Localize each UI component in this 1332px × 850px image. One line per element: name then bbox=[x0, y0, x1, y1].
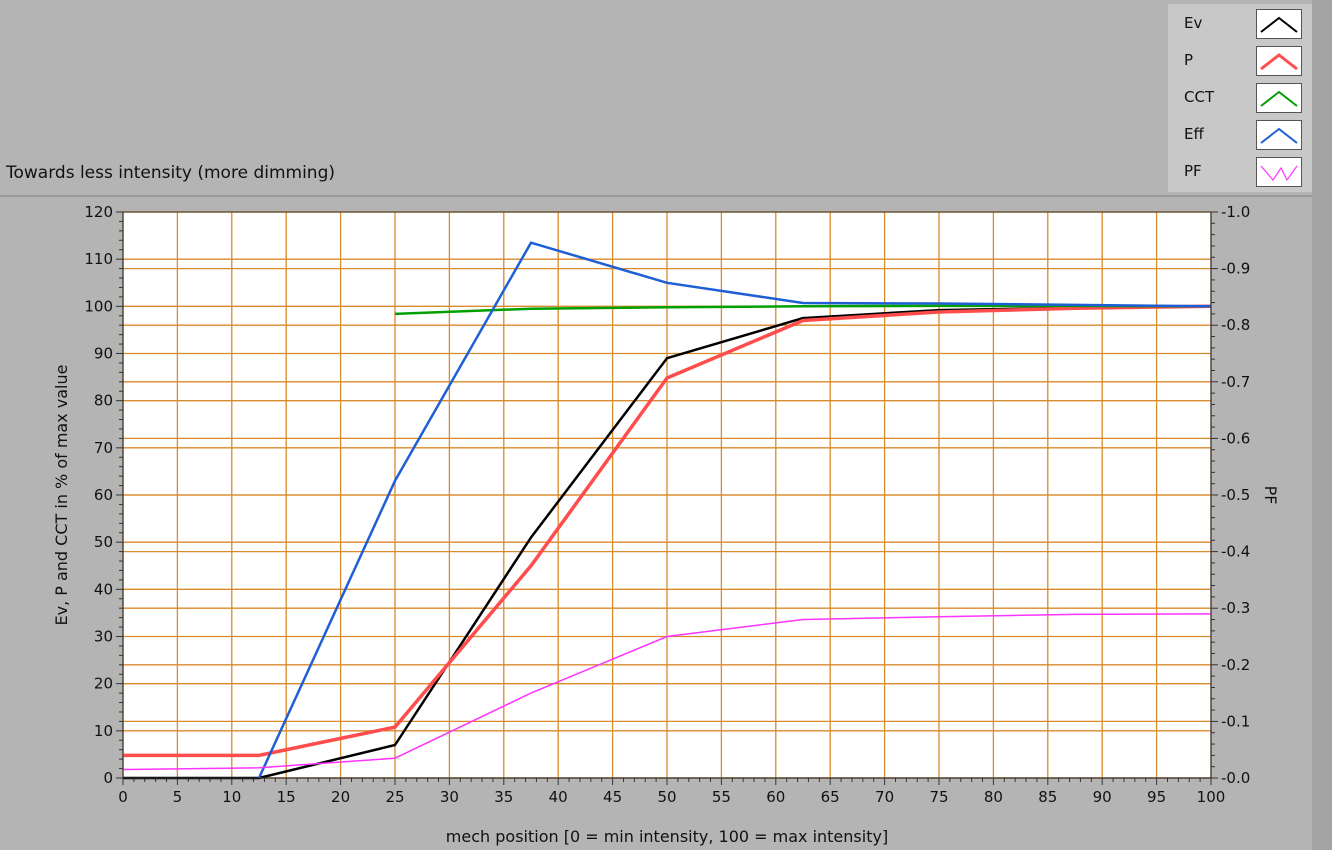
x-tick-label: 100 bbox=[1197, 788, 1226, 806]
y2-tick-label: -0.0 bbox=[1221, 769, 1250, 787]
y-tick-label: 20 bbox=[94, 675, 113, 693]
x-tick-label: 65 bbox=[821, 788, 840, 806]
y-tick-label: 110 bbox=[84, 250, 113, 268]
x-tick-label: 45 bbox=[603, 788, 622, 806]
x-tick-label: 20 bbox=[331, 788, 350, 806]
y-tick-label: 90 bbox=[94, 345, 113, 363]
y-tick-label: 50 bbox=[94, 533, 113, 551]
y2-tick-label: -0.4 bbox=[1221, 543, 1250, 561]
legend-item-eff[interactable]: Eff bbox=[1168, 117, 1312, 153]
y-tick-label: 120 bbox=[84, 203, 113, 221]
peak-line-icon bbox=[1256, 46, 1302, 76]
x-tick-label: 40 bbox=[549, 788, 568, 806]
x-tick-label: 30 bbox=[440, 788, 459, 806]
chart-caption: Towards less intensity (more dimming) bbox=[6, 163, 335, 183]
x-axis-title: mech position [0 = min intensity, 100 = … bbox=[446, 827, 888, 846]
x-tick-label: 25 bbox=[385, 788, 404, 806]
legend-label-ev: Ev bbox=[1184, 14, 1203, 32]
x-tick-label: 50 bbox=[657, 788, 676, 806]
x-tick-label: 15 bbox=[277, 788, 296, 806]
peak-line-icon bbox=[1256, 83, 1302, 113]
x-tick-label: 0 bbox=[118, 788, 128, 806]
legend-item-cct[interactable]: CCT bbox=[1168, 80, 1312, 116]
legend-label-pf: PF bbox=[1184, 162, 1202, 180]
x-tick-label: 60 bbox=[766, 788, 785, 806]
series-line-eff bbox=[257, 241, 1212, 779]
peak-line-icon bbox=[1256, 9, 1302, 39]
y-tick-label: 40 bbox=[94, 580, 113, 598]
plot-legend[interactable]: Ev P CCT Eff PF bbox=[1168, 4, 1312, 192]
y-tick-label: 10 bbox=[94, 722, 113, 740]
y2-tick-label: -0.6 bbox=[1221, 429, 1250, 447]
series-line-p bbox=[123, 304, 1212, 758]
y2-tick-label: -0.3 bbox=[1221, 599, 1250, 617]
y2-tick-label: -0.1 bbox=[1221, 712, 1250, 730]
legend-item-pf[interactable]: PF bbox=[1168, 154, 1312, 190]
x-tick-label: 70 bbox=[875, 788, 894, 806]
legend-item-ev[interactable]: Ev bbox=[1168, 6, 1312, 42]
y2-tick-label: -0.9 bbox=[1221, 260, 1250, 278]
x-tick-label: 85 bbox=[1038, 788, 1057, 806]
y2-tick-label: -0.5 bbox=[1221, 486, 1250, 504]
y-axis-title: Ev, P and CCT in % of max value bbox=[52, 365, 71, 626]
x-tick-label: 10 bbox=[222, 788, 241, 806]
legend-item-p[interactable]: P bbox=[1168, 43, 1312, 79]
x-tick-label: 55 bbox=[712, 788, 731, 806]
y-tick-label: 30 bbox=[94, 628, 113, 646]
x-tick-label: 5 bbox=[173, 788, 183, 806]
y2-tick-label: -0.7 bbox=[1221, 373, 1250, 391]
legend-label-p: P bbox=[1184, 51, 1194, 69]
x-tick-label: 35 bbox=[494, 788, 513, 806]
y-tick-label: 60 bbox=[94, 486, 113, 504]
zigzag-line-icon bbox=[1256, 157, 1302, 187]
y-tick-label: 70 bbox=[94, 439, 113, 457]
x-tick-label: 90 bbox=[1093, 788, 1112, 806]
y2-tick-label: -1.0 bbox=[1221, 203, 1250, 221]
y-tick-label: 80 bbox=[94, 392, 113, 410]
y-tick-label: 0 bbox=[103, 769, 113, 787]
y2-tick-label: -0.8 bbox=[1221, 316, 1250, 334]
x-tick-label: 75 bbox=[929, 788, 948, 806]
x-tick-label: 80 bbox=[984, 788, 1003, 806]
legend-label-eff: Eff bbox=[1184, 125, 1204, 143]
panel-edge bbox=[1312, 0, 1332, 850]
y2-tick-label: -0.2 bbox=[1221, 656, 1250, 674]
panel-divider bbox=[0, 195, 1332, 197]
legend-label-cct: CCT bbox=[1184, 88, 1215, 106]
y2-axis-title: PF bbox=[1261, 486, 1280, 505]
y-tick-label: 100 bbox=[84, 297, 113, 315]
peak-line-icon bbox=[1256, 120, 1302, 150]
plot-border bbox=[122, 211, 1212, 779]
x-tick-label: 95 bbox=[1147, 788, 1166, 806]
